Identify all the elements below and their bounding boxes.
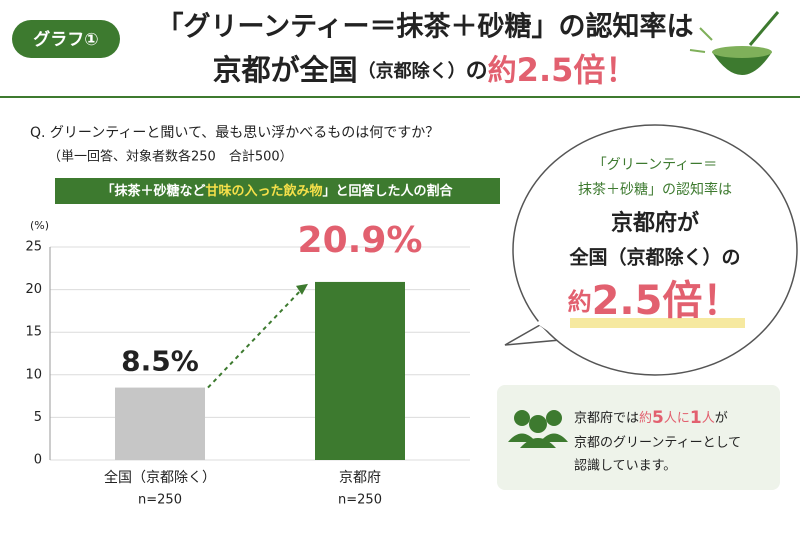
callout-bubble	[504, 124, 798, 376]
note-part: 京都府では	[574, 411, 639, 426]
y-tick-label: 25	[25, 240, 42, 255]
value-label: 8.5%	[121, 345, 199, 378]
banner-part: 「抹茶＋砂糖など	[101, 183, 205, 199]
callout-line: 抹茶＋砂糖」の認知率は	[578, 181, 732, 198]
x-tick-label: 全国（京都除く）	[104, 469, 216, 486]
banner	[55, 178, 500, 204]
trend-arrow	[207, 285, 306, 389]
highlight	[570, 318, 745, 328]
category-note: n=250	[138, 493, 182, 508]
question: Q. グリーンティーと聞いて、最も思い浮かべるものは何ですか？	[30, 125, 439, 141]
x-tick-label: 京都府	[339, 470, 381, 486]
y-tick-label: 20	[25, 282, 42, 297]
bar	[315, 281, 405, 460]
y-tick-label: 10	[25, 367, 42, 382]
y-tick-label: 5	[34, 410, 42, 425]
note-line: 京都のグリーンティーとして	[574, 436, 741, 451]
note-part: 人に	[664, 411, 690, 426]
note-line: 認識しています。	[574, 458, 676, 474]
y-tick-label: 15	[25, 325, 42, 340]
note-part: 約	[639, 411, 652, 426]
callout-line: 京都府が	[611, 210, 699, 236]
title-part: 2.5倍！	[517, 51, 638, 89]
note-part: 人	[702, 411, 715, 426]
callout-line: 「グリーンティー＝	[593, 157, 717, 173]
question-note: （単一回答、対象者数各250 合計500）	[48, 149, 293, 165]
bowl-icon	[689, 11, 780, 75]
emphasis-part: 2.5倍！	[592, 278, 743, 324]
title-line2: 京都が全国（京都除く）の約2.5倍！	[213, 51, 638, 89]
people-icon	[508, 410, 568, 448]
note-part: 1	[690, 408, 702, 428]
banner-part: 」と回答した人の割合	[323, 183, 454, 199]
title-part: （京都除く）	[358, 60, 466, 82]
arrow-head	[296, 283, 308, 295]
bar	[115, 387, 205, 460]
y-tick-label: 0	[34, 453, 42, 468]
plot: 0 5 10 15 20 25 全国（京都除く） n=250 8.5% 京都府 n=250 20.9%	[25, 220, 470, 508]
title-part: の	[466, 59, 488, 84]
emphasis-part: 約	[568, 288, 592, 316]
note-line: 京都府では約5人に1人が	[574, 408, 728, 428]
title-part: 約	[488, 53, 517, 87]
title-part: 京都が全国	[213, 53, 358, 87]
callout-emphasis: 約2.5倍！	[568, 278, 743, 324]
badge-text: グラフ①	[33, 29, 98, 50]
title-line1: 「グリーンティー＝抹茶＋砂糖」の認知率は	[156, 11, 693, 43]
category-note: n=250	[338, 493, 382, 508]
callout-line: 全国（京都除く）の	[568, 246, 740, 269]
banner-text: 「抹茶＋砂糖など甘味の入った飲み物」と回答した人の割合	[101, 183, 453, 199]
badge	[12, 20, 120, 58]
note-box	[497, 385, 780, 490]
y-axis-label: (%)	[30, 219, 49, 232]
note-part: が	[715, 411, 728, 426]
value-label: 20.9%	[298, 220, 423, 261]
banner-part: 甘味の入った飲み物	[205, 183, 322, 199]
note-part: 5	[652, 408, 664, 428]
